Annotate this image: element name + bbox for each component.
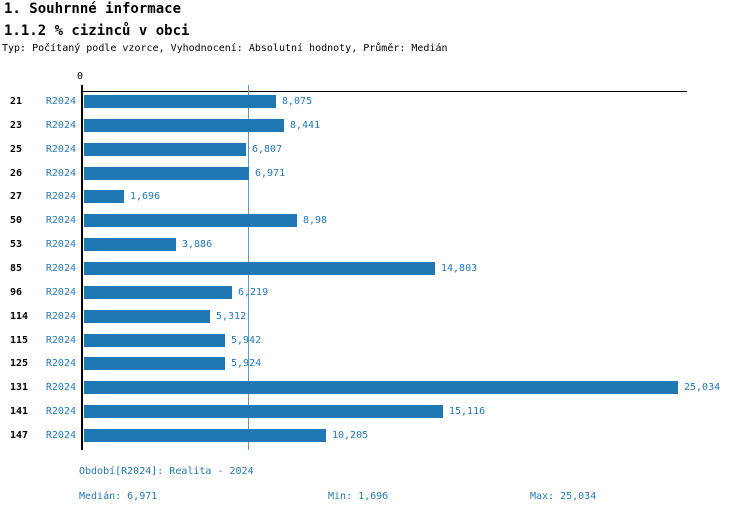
y-axis-line: [81, 85, 83, 450]
chart-row: 131 R2024 25,034: [0, 381, 750, 394]
x-axis-zero-tick-label: 0: [76, 71, 84, 82]
bar: [84, 143, 246, 156]
row-category-label: 21: [10, 96, 23, 107]
bar: [84, 238, 176, 251]
bar: [84, 429, 326, 442]
bar-value-label: 1,696: [130, 191, 161, 202]
chart-row: 21 R2024 8,075: [0, 95, 750, 108]
chart-row: 85 R2024 14,803: [0, 262, 750, 275]
row-category-label: 50: [10, 215, 23, 226]
chart-row: 27 R2024 1,696: [0, 190, 750, 203]
bar: [84, 310, 210, 323]
chart-row: 114 R2024 5,312: [0, 310, 750, 323]
bar-value-label: 6,807: [252, 144, 283, 155]
row-category-label: 125: [10, 358, 29, 369]
bar: [84, 357, 225, 370]
chart-row: 23 R2024 8,441: [0, 119, 750, 132]
bar-value-label: 3,886: [182, 239, 213, 250]
chart-row: 141 R2024 15,116: [0, 405, 750, 418]
row-series-label: R2024: [45, 358, 76, 369]
bar: [84, 95, 276, 108]
row-series-label: R2024: [45, 191, 76, 202]
row-category-label: 114: [10, 311, 29, 322]
row-category-label: 115: [10, 335, 29, 346]
row-category-label: 96: [10, 287, 23, 298]
row-category-label: 147: [10, 430, 29, 441]
chart-title: 1.1.2 % cizinců v obci: [4, 23, 190, 39]
bar-value-label: 15,116: [449, 406, 486, 417]
chart-meta-line: Typ: Počítaný podle vzorce, Vyhodnocení:…: [2, 43, 448, 54]
bar-value-label: 8,98: [303, 215, 328, 226]
bar-value-label: 6,219: [238, 287, 269, 298]
bar: [84, 167, 249, 180]
bar: [84, 190, 124, 203]
row-series-label: R2024: [45, 144, 76, 155]
bar: [84, 262, 435, 275]
row-series-label: R2024: [45, 96, 76, 107]
chart-row: 26 R2024 6,971: [0, 167, 750, 180]
row-series-label: R2024: [45, 168, 76, 179]
x-axis-line: [83, 91, 687, 92]
row-series-label: R2024: [45, 287, 76, 298]
bar-value-label: 5,942: [231, 335, 262, 346]
row-series-label: R2024: [45, 311, 76, 322]
row-series-label: R2024: [45, 430, 76, 441]
bar-value-label: 5,312: [216, 311, 247, 322]
row-series-label: R2024: [45, 239, 76, 250]
report-section-title: 1. Souhrnné informace: [4, 1, 182, 17]
stat-min: Min: 1,696: [328, 491, 389, 502]
row-series-label: R2024: [45, 382, 76, 393]
bar-value-label: 6,971: [255, 168, 286, 179]
row-category-label: 141: [10, 406, 29, 417]
row-category-label: 27: [10, 191, 23, 202]
bar: [84, 119, 284, 132]
chart-row: 53 R2024 3,886: [0, 238, 750, 251]
chart-row: 125 R2024 5,924: [0, 357, 750, 370]
legend-period: Období[R2024]: Realita - 2024: [79, 466, 254, 477]
row-series-label: R2024: [45, 263, 76, 274]
bar: [84, 381, 678, 394]
row-series-label: R2024: [45, 215, 76, 226]
bar-chart: 0 21 R2024 8,075 23 R2024 8,441 25 R2024 6,807 26…: [0, 71, 750, 450]
stat-max: Max: 25,034: [530, 491, 597, 502]
chart-row: 115 R2024 5,942: [0, 334, 750, 347]
bar-value-label: 14,803: [441, 263, 478, 274]
row-category-label: 23: [10, 120, 23, 131]
chart-row: 96 R2024 6,219: [0, 286, 750, 299]
bar-value-label: 5,924: [231, 358, 262, 369]
bar: [84, 334, 225, 347]
stat-median: Medián: 6,971: [79, 491, 158, 502]
chart-row: 50 R2024 8,98: [0, 214, 750, 227]
bar: [84, 214, 297, 227]
row-category-label: 131: [10, 382, 29, 393]
row-series-label: R2024: [45, 406, 76, 417]
row-category-label: 25: [10, 144, 23, 155]
row-category-label: 53: [10, 239, 23, 250]
row-category-label: 85: [10, 263, 23, 274]
row-series-label: R2024: [45, 335, 76, 346]
bar: [84, 286, 232, 299]
bar: [84, 405, 443, 418]
row-series-label: R2024: [45, 120, 76, 131]
bar-value-label: 25,034: [684, 382, 721, 393]
bar-value-label: 8,441: [290, 120, 321, 131]
bar-value-label: 10,205: [332, 430, 369, 441]
chart-row: 147 R2024 10,205: [0, 429, 750, 442]
bar-value-label: 8,075: [282, 96, 313, 107]
chart-row: 25 R2024 6,807: [0, 143, 750, 156]
row-category-label: 26: [10, 168, 23, 179]
